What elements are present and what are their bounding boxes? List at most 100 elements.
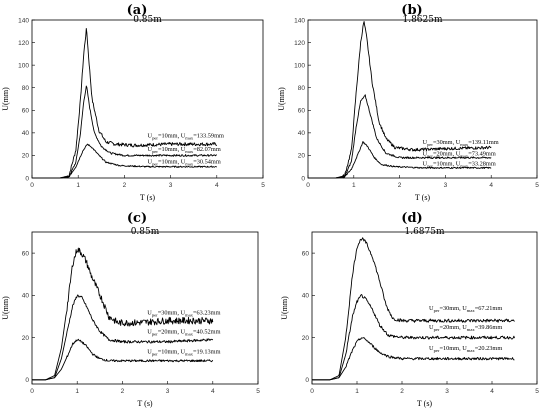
y-tick-label: 80 bbox=[298, 85, 306, 92]
annotation-subscript: per bbox=[434, 348, 440, 353]
displacement-curve-1 bbox=[312, 237, 515, 381]
y-tick-label: 0 bbox=[25, 175, 29, 182]
y-tick-label: 20 bbox=[298, 153, 306, 160]
curve-annotation: Uper=20mm, Umax=73.49mm bbox=[423, 150, 496, 158]
annotation-text: =39.86mm bbox=[475, 324, 503, 331]
x-tick-label: 2 bbox=[123, 182, 127, 189]
x-tick-label: 1 bbox=[75, 388, 79, 395]
annotation-text: =20mm, U bbox=[433, 150, 461, 157]
curve-annotation: Uper=10mm, Umax=133.59mm bbox=[148, 132, 224, 140]
annotation-text: =10mm, U bbox=[158, 132, 186, 139]
annotation-text: U bbox=[423, 139, 428, 146]
x-tick-label: 0 bbox=[30, 388, 34, 395]
annotation-subscript: max bbox=[185, 148, 194, 153]
annotation-text: =63.23mm bbox=[193, 309, 221, 316]
annotation-subscript: max bbox=[185, 161, 194, 166]
annotation-text: =19.13mm bbox=[193, 348, 221, 355]
y-axis-label: U(mm) bbox=[277, 87, 286, 111]
annotation-subscript: max bbox=[467, 327, 476, 332]
annotation-text: =73.49mm bbox=[468, 150, 496, 157]
annotation-text: =133.59mm bbox=[193, 132, 224, 139]
x-tick-label: 0 bbox=[30, 182, 34, 189]
annotation-text: =20mm, U bbox=[158, 328, 186, 335]
y-tick-label: 20 bbox=[22, 335, 30, 342]
annotation-subscript: per bbox=[152, 161, 158, 166]
annotation-text: U bbox=[147, 328, 152, 335]
curve-annotation: Uper=10mm, Umax=33.28mm bbox=[423, 161, 496, 169]
annotation-subscript: max bbox=[460, 163, 469, 168]
annotation-subscript: max bbox=[185, 135, 194, 140]
y-tick-label: 20 bbox=[22, 153, 30, 160]
annotation-text: =30mm, U bbox=[433, 139, 461, 146]
annotation-text: U bbox=[429, 305, 434, 312]
annotation-text: U bbox=[147, 309, 152, 316]
y-axis-label: U(mm) bbox=[280, 296, 289, 320]
curve-annotation: Uper=10mm, Umax=20.23mm bbox=[429, 345, 502, 353]
curve-annotation: Uper=20mm, Umax=39.86mm bbox=[429, 324, 502, 332]
annotation-subscript: per bbox=[152, 331, 158, 336]
annotation-text: =33.28mm bbox=[468, 161, 496, 168]
annotation-text: =10mm, U bbox=[439, 345, 467, 352]
curve-annotation: Uper=30mm, Umax=67.21mm bbox=[429, 305, 502, 313]
displacement-curve-3 bbox=[308, 141, 492, 179]
annotation-text: =20.23mm bbox=[475, 345, 503, 352]
annotation-subscript: per bbox=[427, 163, 433, 168]
annotation-subscript: max bbox=[460, 153, 469, 158]
y-tick-label: 0 bbox=[301, 175, 305, 182]
y-tick-label: 120 bbox=[18, 40, 29, 47]
annotation-subscript: per bbox=[152, 351, 158, 356]
y-tick-label: 60 bbox=[298, 108, 306, 115]
annotation-text: =10mm, U bbox=[433, 161, 461, 168]
panel-letter: (a) bbox=[127, 3, 148, 18]
annotation-subscript: per bbox=[427, 153, 433, 158]
x-axis-label: T (s) bbox=[137, 399, 153, 408]
x-axis-label: T (s) bbox=[415, 193, 431, 202]
annotation-text: =67.21mm bbox=[475, 305, 503, 312]
displacement-curve-2 bbox=[312, 294, 515, 381]
displacement-curve-3 bbox=[312, 337, 515, 381]
x-axis-label: T (s) bbox=[140, 193, 156, 202]
plot-frame bbox=[31, 19, 264, 179]
x-tick-label: 3 bbox=[169, 182, 173, 189]
y-axis-label: U(mm) bbox=[1, 87, 10, 111]
annotation-text: =30mm, U bbox=[158, 309, 186, 316]
panel-letter: (b) bbox=[401, 3, 422, 18]
plot-frame bbox=[307, 19, 538, 179]
annotation-text: U bbox=[423, 150, 428, 157]
annotation-text: =30.54mm bbox=[193, 158, 221, 165]
y-tick-label: 0 bbox=[305, 377, 309, 384]
x-tick-label: 5 bbox=[261, 182, 265, 189]
y-tick-label: 40 bbox=[22, 130, 30, 137]
x-tick-label: 2 bbox=[398, 182, 402, 189]
x-tick-label: 4 bbox=[489, 182, 493, 189]
y-tick-label: 100 bbox=[18, 62, 29, 69]
annotation-text: =30mm, U bbox=[439, 305, 467, 312]
x-tick-label: 5 bbox=[535, 182, 539, 189]
annotation-subscript: per bbox=[427, 142, 433, 147]
curve-annotation: Uper=10mm, Umax=19.13mm bbox=[147, 348, 220, 356]
annotation-subscript: per bbox=[152, 148, 158, 153]
x-tick-label: 3 bbox=[445, 388, 449, 395]
x-tick-label: 4 bbox=[490, 388, 494, 395]
panel-letter: (c) bbox=[127, 211, 147, 226]
curve-annotation: Uper=30mm, Umax=139.11mm bbox=[423, 139, 499, 147]
y-tick-label: 40 bbox=[22, 293, 30, 300]
displacement-curve-3 bbox=[32, 338, 214, 381]
y-axis-label: U(mm) bbox=[1, 296, 10, 320]
curve-annotation: Uper=10mm, Umax=82.07mm bbox=[148, 146, 221, 154]
annotation-subscript: max bbox=[185, 312, 194, 317]
y-tick-label: 20 bbox=[302, 335, 310, 342]
annotation-text: U bbox=[148, 158, 153, 165]
annotation-subscript: max bbox=[467, 308, 476, 313]
y-tick-label: 100 bbox=[294, 62, 305, 69]
x-tick-label: 0 bbox=[306, 182, 310, 189]
annotation-subscript: per bbox=[434, 308, 440, 313]
curve-annotation: Uper=20mm, Umax=40.52mm bbox=[147, 328, 220, 336]
annotation-text: U bbox=[429, 324, 434, 331]
annotation-text: =10mm, U bbox=[158, 348, 186, 355]
